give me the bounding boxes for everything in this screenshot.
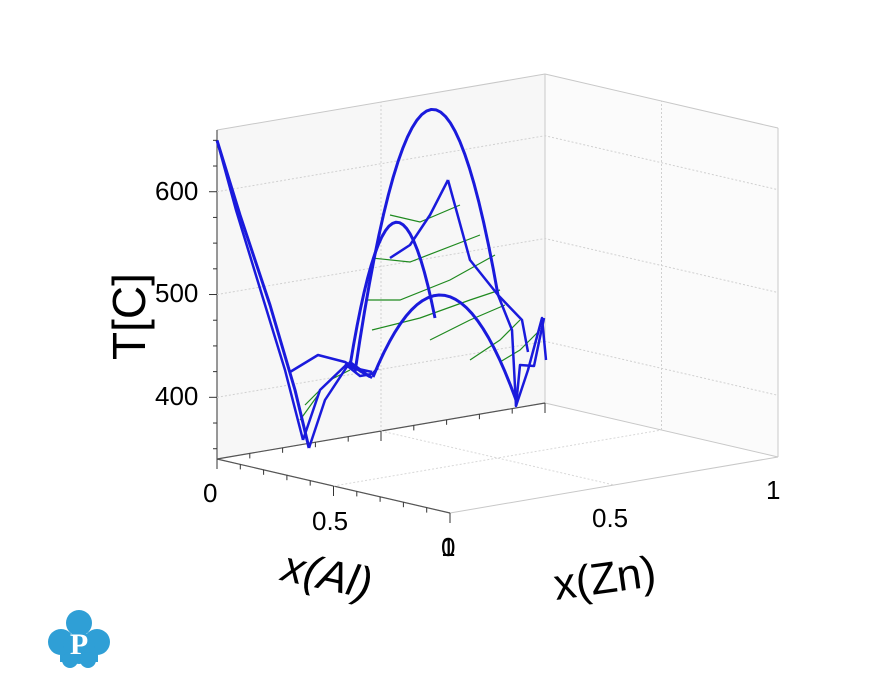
xzn-tick-label-0.5: 0.5 [592, 503, 628, 533]
xzn-axis-title: x(Zn) [551, 547, 659, 610]
box-edge [216, 73, 546, 131]
tie-line [299, 394, 319, 421]
xal-tick-label-0: 0 [203, 478, 217, 508]
box-edge [449, 456, 779, 514]
xal-axis-title: x(Al) [276, 541, 377, 608]
tie-line [389, 204, 461, 223]
z-axis-title: T[C] [103, 273, 155, 360]
grid-line-z [216, 135, 779, 193]
tie-line [371, 289, 501, 331]
box-edge [544, 73, 779, 129]
xal-tick-label-0.5: 0.5 [312, 506, 348, 536]
tie-line [365, 254, 496, 301]
tie-line [499, 329, 541, 363]
compound-dome-2 [348, 220, 437, 367]
liquidus-mg-al-2 [215, 139, 305, 441]
tie-line [429, 304, 506, 341]
tie-lines [299, 204, 541, 421]
z-tick-label-600: 600 [155, 176, 198, 206]
liquidus-mg-al [215, 139, 311, 449]
logo-letter: P [70, 628, 88, 661]
xal-tick-label-1: 1 [441, 532, 455, 562]
ridge-left [389, 179, 450, 260]
xzn-tick-label-1: 1 [766, 475, 780, 505]
tie-line [469, 319, 521, 361]
zn-side-2 [514, 317, 546, 407]
z-tick-label-400: 400 [155, 381, 198, 411]
compound-dome-3 [371, 293, 518, 401]
phase-boundary-curves [215, 107, 548, 449]
compound-dome-1 [353, 107, 500, 373]
pandat-logo-icon: P [46, 608, 112, 670]
z-tick-label-500: 500 [155, 278, 198, 308]
tie-line [371, 234, 481, 263]
grid-line-z [216, 238, 779, 296]
xzn-tick-label-0: 0 [441, 532, 455, 562]
logo-cloud-shape [48, 610, 110, 668]
grid-line-floor [333, 429, 662, 487]
axis-ticks [209, 139, 546, 523]
grid-line-floor [380, 430, 615, 486]
eutectic-rise-2 [301, 364, 373, 441]
